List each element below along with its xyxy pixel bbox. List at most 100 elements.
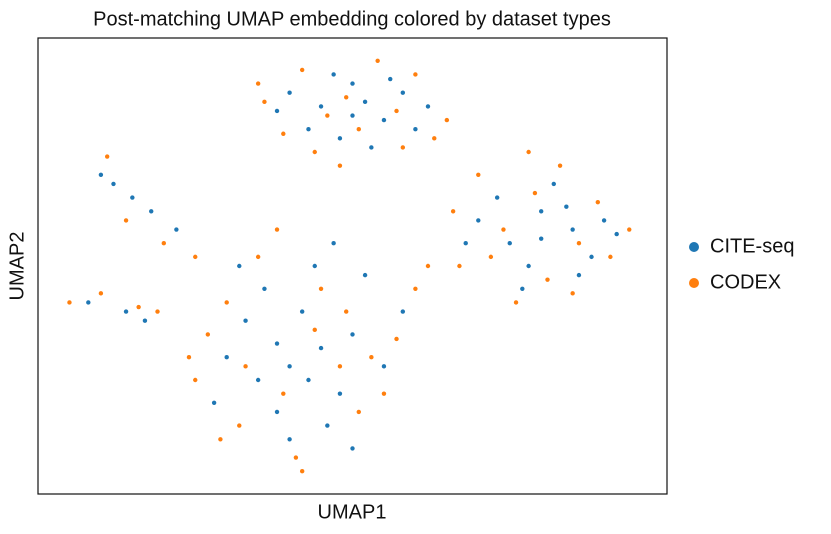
point <box>318 104 324 109</box>
point <box>104 154 110 159</box>
point <box>337 364 343 369</box>
point <box>614 231 619 237</box>
point <box>123 309 129 314</box>
point <box>425 263 431 269</box>
point <box>193 377 198 383</box>
legend-label: CITE-seq <box>710 235 794 257</box>
point <box>576 241 582 246</box>
point <box>413 127 418 132</box>
chart-title: Post-matching UMAP embedding colored by … <box>93 8 611 30</box>
point <box>532 190 538 196</box>
point <box>193 254 198 260</box>
point <box>394 336 399 342</box>
point <box>394 108 399 114</box>
point <box>142 318 148 323</box>
point <box>457 263 462 269</box>
point <box>155 309 160 314</box>
point <box>450 209 456 214</box>
point <box>576 272 582 278</box>
point <box>318 345 324 351</box>
point <box>337 163 343 168</box>
point <box>224 355 229 360</box>
point <box>299 469 305 474</box>
point <box>331 241 336 246</box>
point <box>174 227 179 232</box>
point <box>400 145 406 150</box>
point <box>444 117 450 123</box>
point <box>350 113 355 118</box>
point <box>243 318 248 323</box>
point <box>255 377 261 383</box>
point <box>306 377 311 383</box>
point <box>312 263 317 269</box>
point <box>325 113 330 118</box>
point <box>205 332 211 337</box>
point <box>344 309 349 314</box>
point <box>463 241 468 246</box>
legend-marker <box>689 242 699 252</box>
point <box>325 423 330 428</box>
point <box>299 67 305 73</box>
point <box>381 391 387 396</box>
point <box>539 209 544 214</box>
point <box>488 254 494 260</box>
point <box>425 104 431 109</box>
point <box>526 149 531 155</box>
point <box>274 227 280 232</box>
point <box>413 72 418 77</box>
point <box>237 263 242 269</box>
point <box>287 90 292 95</box>
point <box>507 241 512 246</box>
point <box>136 304 141 310</box>
point <box>350 332 355 337</box>
point <box>564 204 569 209</box>
point <box>211 400 217 405</box>
point <box>413 286 418 291</box>
point <box>255 254 261 260</box>
point <box>111 181 116 187</box>
y-axis-label: UMAP2 <box>6 232 28 301</box>
point <box>520 286 525 291</box>
point <box>356 127 361 132</box>
point <box>149 209 154 214</box>
point <box>369 145 374 150</box>
point <box>557 163 563 168</box>
point <box>243 364 248 369</box>
point <box>312 327 317 333</box>
point <box>274 341 280 346</box>
legend-marker <box>689 278 699 288</box>
point <box>344 95 349 100</box>
point <box>381 117 387 123</box>
point <box>262 99 267 105</box>
point <box>627 227 632 232</box>
point <box>545 277 550 282</box>
point <box>274 409 280 415</box>
x-axis-label: UMAP1 <box>318 501 387 523</box>
point <box>331 72 336 77</box>
point <box>513 300 519 305</box>
point <box>281 391 286 396</box>
point <box>601 218 607 223</box>
point <box>369 355 374 360</box>
point <box>186 355 192 360</box>
point <box>501 227 506 232</box>
point <box>595 199 601 205</box>
point <box>262 286 267 291</box>
point <box>476 172 481 177</box>
point <box>570 291 575 296</box>
point <box>494 195 500 200</box>
point <box>526 263 531 269</box>
point <box>350 446 355 451</box>
plot-frame <box>37 37 668 495</box>
point <box>356 409 361 415</box>
point <box>400 309 406 314</box>
point <box>539 236 544 241</box>
point <box>98 172 104 177</box>
point <box>161 241 166 246</box>
point <box>400 90 406 95</box>
point <box>312 149 317 155</box>
point <box>318 286 324 291</box>
point <box>476 218 481 223</box>
